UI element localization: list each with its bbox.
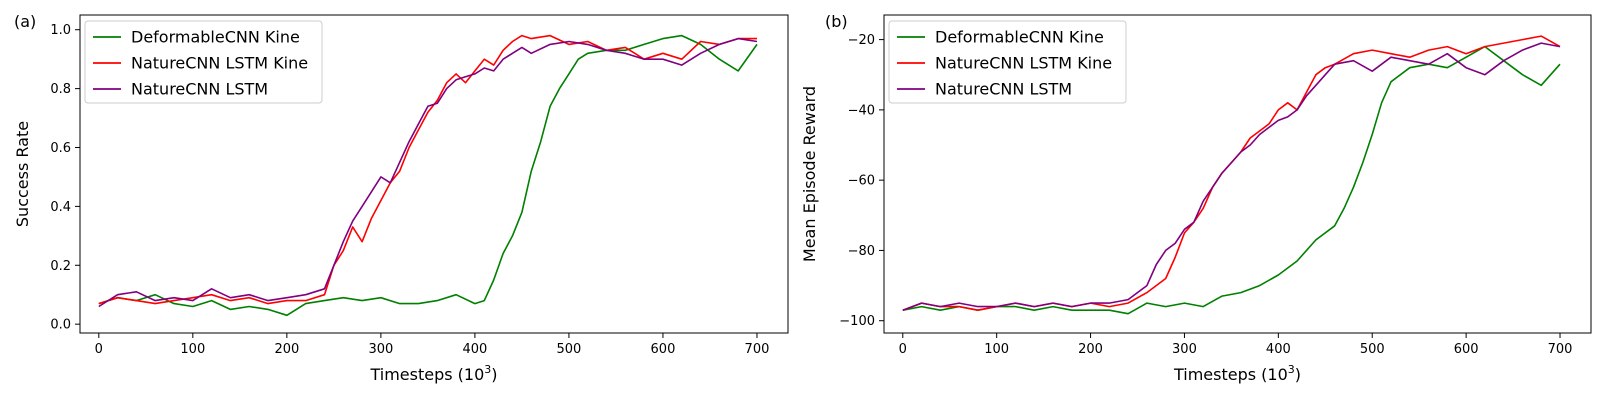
x-tick-label: 600 [651,342,676,357]
panel-label: (b) [825,12,848,31]
x-tick-label: 700 [1548,342,1573,357]
chart-panel-2: 0 100 200 300 400 500 600 700 −100 −80 −60 −40 −20 Ti… [800,12,1592,384]
x-tick-label: 500 [557,342,582,357]
y-tick-label: 0.6 [50,141,71,156]
y-tick-label: −60 [848,174,875,189]
series-line-2 [98,34,757,305]
x-tick-label: 0 [95,342,103,357]
series-line-3 [98,37,758,308]
x-tick-label: 400 [1266,342,1291,357]
y-tick-label: −20 [848,33,875,48]
y-axis-label: Mean Episode Reward [800,86,819,262]
series-line-1 [902,45,1561,315]
x-tick-label: 0 [899,342,907,357]
y-tick-label: 0.4 [50,200,71,215]
legend-label: DeformableCNN Kine [131,28,300,47]
panel-label: (a) [14,12,36,31]
x-tick-label: 100 [180,342,205,357]
chart-panel-1: 0 100 200 300 400 500 600 700 0.0 0.2 0.4 0.6 0.8 1.0… [13,12,789,384]
axes-frame [79,14,789,334]
y-tick-label: 1.0 [50,23,71,38]
x-tick-label: 600 [1454,342,1479,357]
x-tick-label: 400 [462,342,487,357]
y-tick-label: −40 [848,103,875,118]
legend-label: NatureCNN LSTM [935,80,1072,99]
y-tick-label: 0.0 [50,318,71,333]
legend-label: NatureCNN LSTM Kine [935,54,1112,73]
y-tick-label: −100 [839,314,875,329]
x-tick-label: 500 [1360,342,1385,357]
legend-label: DeformableCNN Kine [935,28,1104,47]
legend-box [84,20,323,104]
x-tick-label: 300 [368,342,393,357]
legend-box [888,20,1127,104]
x-tick-label: 700 [745,342,770,357]
y-axis-label: Success Rate [13,121,32,227]
x-tick-label: 300 [1172,342,1197,357]
y-tick-label: 0.2 [50,259,71,274]
x-tick-label: 200 [1078,342,1103,357]
x-tick-label: 200 [274,342,299,357]
y-tick-label: −80 [848,244,875,259]
x-tick-label: 100 [984,342,1009,357]
legend-label: NatureCNN LSTM Kine [131,54,308,73]
legend-label: NatureCNN LSTM [131,80,268,99]
axes-frame [883,14,1592,334]
y-tick-label: 0.8 [50,82,71,97]
x-axis-label: Timesteps (103) [1173,363,1301,384]
x-axis-label: Timesteps (103) [369,363,497,384]
series-line-3 [902,42,1561,311]
